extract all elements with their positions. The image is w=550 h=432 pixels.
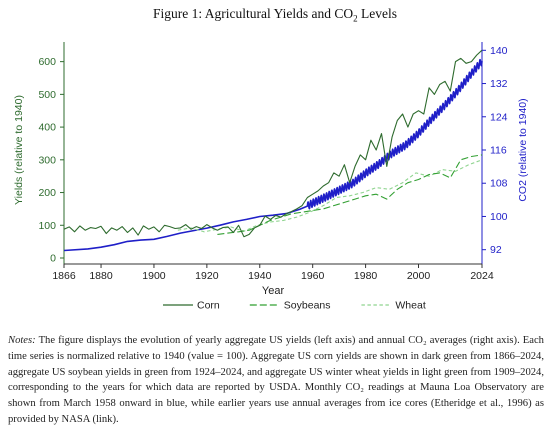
x-axis-label: Year [262, 285, 285, 297]
y-axis-left-label: Yields (relative to 1940) [13, 95, 25, 205]
x-tick-label: 2000 [407, 270, 431, 282]
y-left-tick-label: 600 [38, 56, 56, 68]
y-right-tick-label: 100 [490, 211, 508, 223]
notes-text: The figure displays the evolution of yea… [8, 335, 544, 425]
y-left-tick-label: 300 [38, 154, 56, 166]
series-line-co2 [63, 58, 483, 252]
y-right-tick-label: 132 [490, 78, 508, 90]
y-right-tick-label: 92 [490, 244, 502, 256]
y-right-tick-label: 140 [490, 45, 508, 57]
y-right-tick-label: 108 [490, 178, 508, 190]
x-tick-label: 1960 [301, 270, 325, 282]
series-line-corn [63, 49, 483, 238]
figure-notes: Notes: The figure displays the evolution… [8, 333, 544, 428]
y-axis-right-label: CO2 (relative to 1940) [517, 98, 529, 201]
x-tick-label: 2024 [470, 270, 494, 282]
x-tick-label: 1900 [142, 270, 166, 282]
legend-label-soybeans: Soybeans [284, 300, 331, 312]
y-left-tick-label: 200 [38, 187, 56, 199]
y-left-tick-label: 100 [38, 220, 56, 232]
x-tick-label: 1980 [354, 270, 378, 282]
figure-title: Figure 1: Agricultural Yields and CO2 Le… [153, 6, 397, 24]
yields-co2-chart: 1866 1880 1900 1920 1940 1960 1980 2000 2024Year… [13, 42, 529, 312]
plot-area: 1866 1880 1900 1920 1940 1960 1980 2000 2024Year… [13, 42, 529, 312]
y-left-tick-label: 0 [50, 253, 56, 265]
y-right-tick-label: 116 [490, 145, 507, 157]
x-tick-label: 1940 [248, 270, 272, 282]
x-tick-label: 1866 [52, 270, 76, 282]
y-left-tick-label: 500 [38, 89, 56, 101]
notes-label: Notes: [8, 335, 36, 346]
legend-label-wheat: Wheat [395, 300, 425, 312]
y-right-tick-label: 124 [490, 111, 508, 123]
x-tick-label: 1880 [89, 270, 113, 282]
legend-label-corn: Corn [197, 300, 220, 312]
y-left-tick-label: 400 [38, 122, 56, 134]
x-tick-label: 1920 [195, 270, 219, 282]
series-line-soybeans [217, 154, 483, 235]
